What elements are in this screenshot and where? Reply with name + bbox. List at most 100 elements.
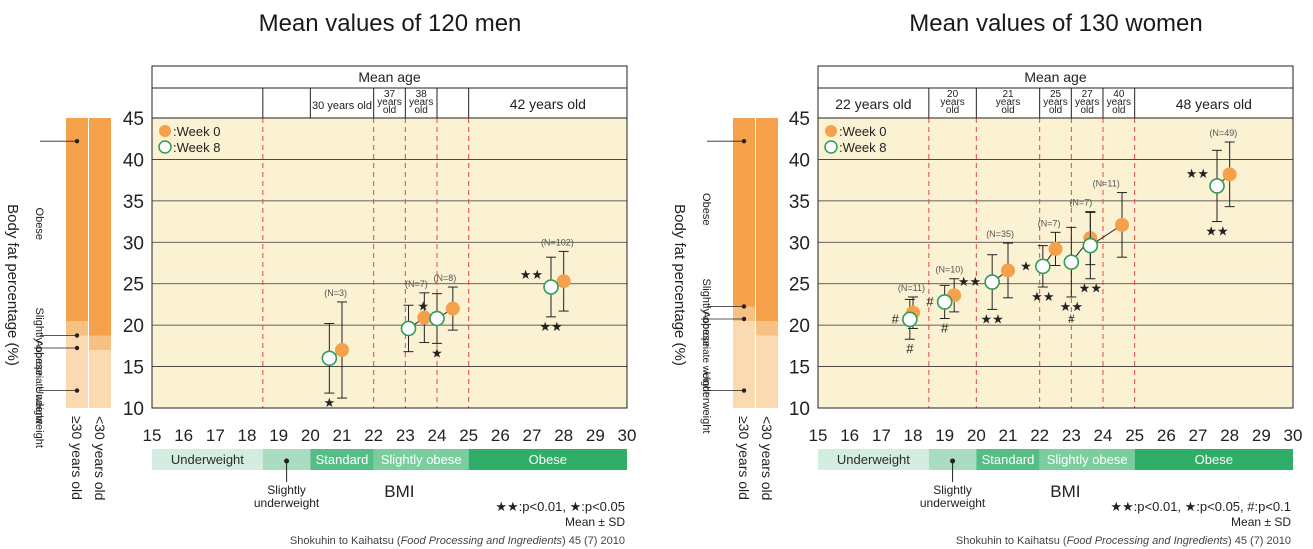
age-cell-label-line: old [414, 105, 427, 116]
classification-label: Slightly obese [33, 308, 45, 377]
n-label: (N=11) [1093, 179, 1120, 189]
sig-mark-below: ★ [324, 395, 336, 410]
source-italic: Food Processing and Ingredients [401, 535, 563, 547]
bodyfat-lt30-segment [89, 118, 111, 336]
age-header-label: Mean age [1024, 69, 1086, 85]
classification-dot [741, 316, 747, 322]
classification-label: Slightly obese [700, 279, 712, 348]
legend-week0-label: :Week 0 [173, 124, 220, 139]
sig-mark-below: ★★ [981, 311, 1004, 326]
age-cell-label: 37 years old [377, 89, 401, 116]
bodyfat-lt30-segment [89, 350, 111, 408]
y-tick-label: 40 [123, 150, 144, 171]
x-tick-label: 23 [1062, 426, 1081, 445]
slightly-underweight-label-line: underweight [254, 496, 320, 510]
x-axis-label: BMI [1050, 482, 1080, 501]
bodyfat-lt30-segment [756, 335, 778, 408]
age-cell-label-line: old [1001, 105, 1014, 116]
age-cell-label-line: 27 [1082, 89, 1094, 100]
y-tick-label: 25 [123, 275, 144, 296]
bmi-band-label: Obese [1195, 452, 1233, 467]
classification-dot [74, 333, 80, 338]
classification-label: Underweight [700, 372, 712, 434]
week8-point [400, 320, 417, 337]
y-tick-label: 45 [123, 109, 144, 130]
classification-dot [741, 139, 747, 144]
x-tick-label: 27 [523, 426, 542, 445]
bodyfat-ge30-segment [733, 306, 755, 321]
age-cell-label: 30 years old [312, 100, 372, 112]
week8-point [1082, 237, 1099, 254]
bar-label-lt30: <30 years old [92, 416, 108, 500]
bmi-band [468, 449, 627, 470]
age-cell-label: 21 years old [996, 89, 1020, 116]
classification-label: Appropriate weight [700, 311, 711, 395]
bodyfat-ge30-segment [66, 118, 88, 321]
significance-legend: ★★:p<0.01, ★:p<0.05 [495, 499, 625, 514]
bmi-band-label: Standard [316, 452, 369, 467]
y-axis-label: Body fat percentage (%) [671, 204, 688, 366]
source-italic: Food Processing and Ingredients [1067, 535, 1229, 547]
sig-mark-above: ★★ [520, 267, 543, 282]
x-tick-label: 24 [1094, 426, 1113, 445]
age-cell-label-line: years [377, 97, 401, 108]
x-tick-label: 23 [396, 426, 415, 445]
source-suffix: ) 45 (7) 2010 [562, 535, 625, 547]
week0-point [1001, 263, 1015, 278]
classification-label: Obese [700, 193, 712, 225]
week8-point [1035, 258, 1051, 275]
legend-week0-marker [825, 125, 837, 137]
y-tick-label: 20 [789, 316, 810, 337]
legend-week8-label: :Week 8 [173, 140, 220, 155]
x-tick-label: 28 [1220, 426, 1239, 445]
bmi-band-label: Slightly obese [381, 452, 462, 467]
bodyfat-lt30-segment [756, 118, 778, 321]
x-tick-label: 25 [459, 426, 478, 445]
sig-mark-below: # [941, 321, 949, 336]
week8-point [984, 274, 1000, 290]
y-tick-label: 45 [789, 109, 810, 130]
bmi-band-label: Standard [982, 452, 1035, 467]
x-tick-label: 17 [206, 426, 225, 445]
sig-mark-below: ★★ [539, 319, 562, 334]
legend-week8-label: :Week 8 [839, 140, 886, 155]
n-label: (N=3) [324, 288, 347, 298]
x-tick-label: 19 [269, 426, 288, 445]
age-cell-label-line: old [946, 105, 959, 116]
n-label: (N=8) [434, 273, 457, 283]
age-cell-label: 20 years old [940, 89, 964, 116]
age-cell-label: 48 years old [1176, 96, 1252, 112]
x-tick-label: 29 [586, 426, 605, 445]
source-citation: Shokuhin to Kaihatsu (Food Processing an… [290, 535, 625, 547]
x-tick-label: 26 [491, 426, 510, 445]
age-cell-label-line: years [1043, 97, 1067, 108]
x-tick-label: 28 [554, 426, 573, 445]
bmi-band-label: Underweight [837, 452, 910, 467]
source-prefix: Shokuhin to Kaihatsu ( [290, 535, 401, 547]
week0-point [335, 343, 349, 357]
bodyfat-ge30-segment [66, 321, 88, 336]
x-tick-label: 22 [364, 426, 383, 445]
mean-sd-label: Mean ± SD [565, 515, 625, 529]
bodyfat-ge30-segment [66, 335, 88, 408]
y-tick-label: 20 [123, 316, 144, 337]
legend-week8-marker [824, 140, 838, 154]
age-cell-label: 38 years old [409, 89, 433, 116]
bmi-band-label: Underweight [171, 452, 244, 467]
x-tick-label: 18 [238, 426, 257, 445]
source-suffix: ) 45 (7) 2010 [1228, 535, 1291, 547]
n-label: (N=10) [936, 265, 964, 275]
classification-label: Obese [33, 208, 45, 240]
x-tick-label: 20 [301, 426, 320, 445]
age-cell-label-line: years [1107, 97, 1131, 108]
week8-point [1209, 178, 1225, 194]
legend-week0-marker [159, 125, 171, 137]
classification-dot [74, 139, 80, 144]
n-label: (N=49) [1209, 128, 1237, 138]
y-tick-label: 35 [789, 192, 810, 213]
y-tick-label: 15 [123, 358, 144, 379]
age-cell-label-line: old [1049, 105, 1062, 116]
age-cell-label-line: years [1075, 97, 1099, 108]
classification-label: Appropriate weight [33, 340, 44, 424]
bodyfat-lt30-segment [756, 321, 778, 336]
